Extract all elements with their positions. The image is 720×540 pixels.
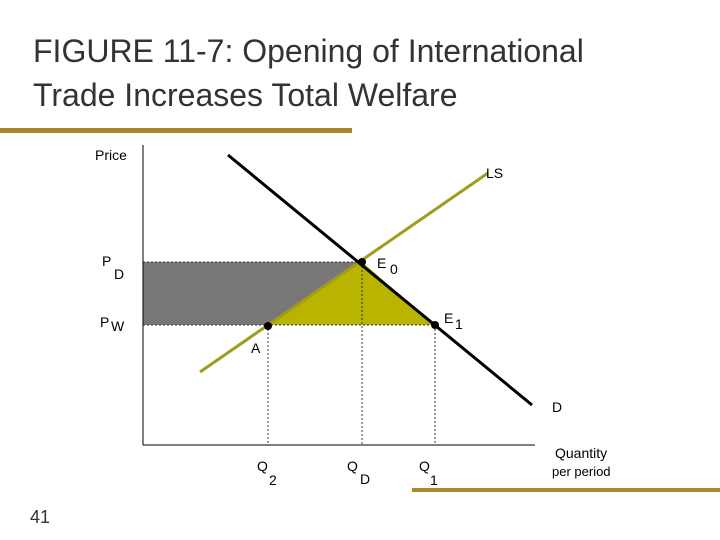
point — [431, 321, 439, 329]
point-label: A — [251, 340, 261, 356]
price-label: P — [100, 314, 109, 330]
curve-label: LS — [486, 165, 503, 181]
curve-label: D — [552, 399, 562, 415]
demand-curve — [227, 153, 533, 407]
point-label: E — [444, 310, 453, 326]
quantity-subscript: 2 — [269, 472, 277, 488]
quantity-subscript: 1 — [430, 472, 438, 488]
quantity-label: Q — [257, 458, 268, 474]
point-label: E — [377, 255, 386, 271]
point — [358, 258, 366, 266]
title-line: FIGURE 11-7: Opening of International — [33, 33, 584, 69]
point-subscript: 1 — [455, 316, 463, 332]
supply-curve — [199, 171, 489, 374]
title-line: Trade Increases Total Welfare — [33, 77, 458, 113]
title-rule — [0, 128, 352, 133]
quantity-label: Q — [347, 458, 358, 474]
guides — [143, 261, 436, 445]
y-axis-label: Price — [95, 147, 127, 163]
quantity-subscript: D — [360, 471, 370, 487]
triangle-area — [268, 262, 435, 325]
price-subscript: W — [111, 318, 125, 334]
point — [264, 322, 272, 330]
x-axis-label: Quantity — [555, 445, 607, 461]
footer-rule — [412, 488, 720, 492]
x-axis-label: per period — [552, 464, 611, 479]
price-subscript: D — [114, 266, 124, 282]
page-number: 41 — [30, 507, 50, 527]
quantity-label: Q — [419, 458, 430, 474]
point-subscript: 0 — [390, 261, 398, 277]
price-label: P — [102, 253, 111, 269]
